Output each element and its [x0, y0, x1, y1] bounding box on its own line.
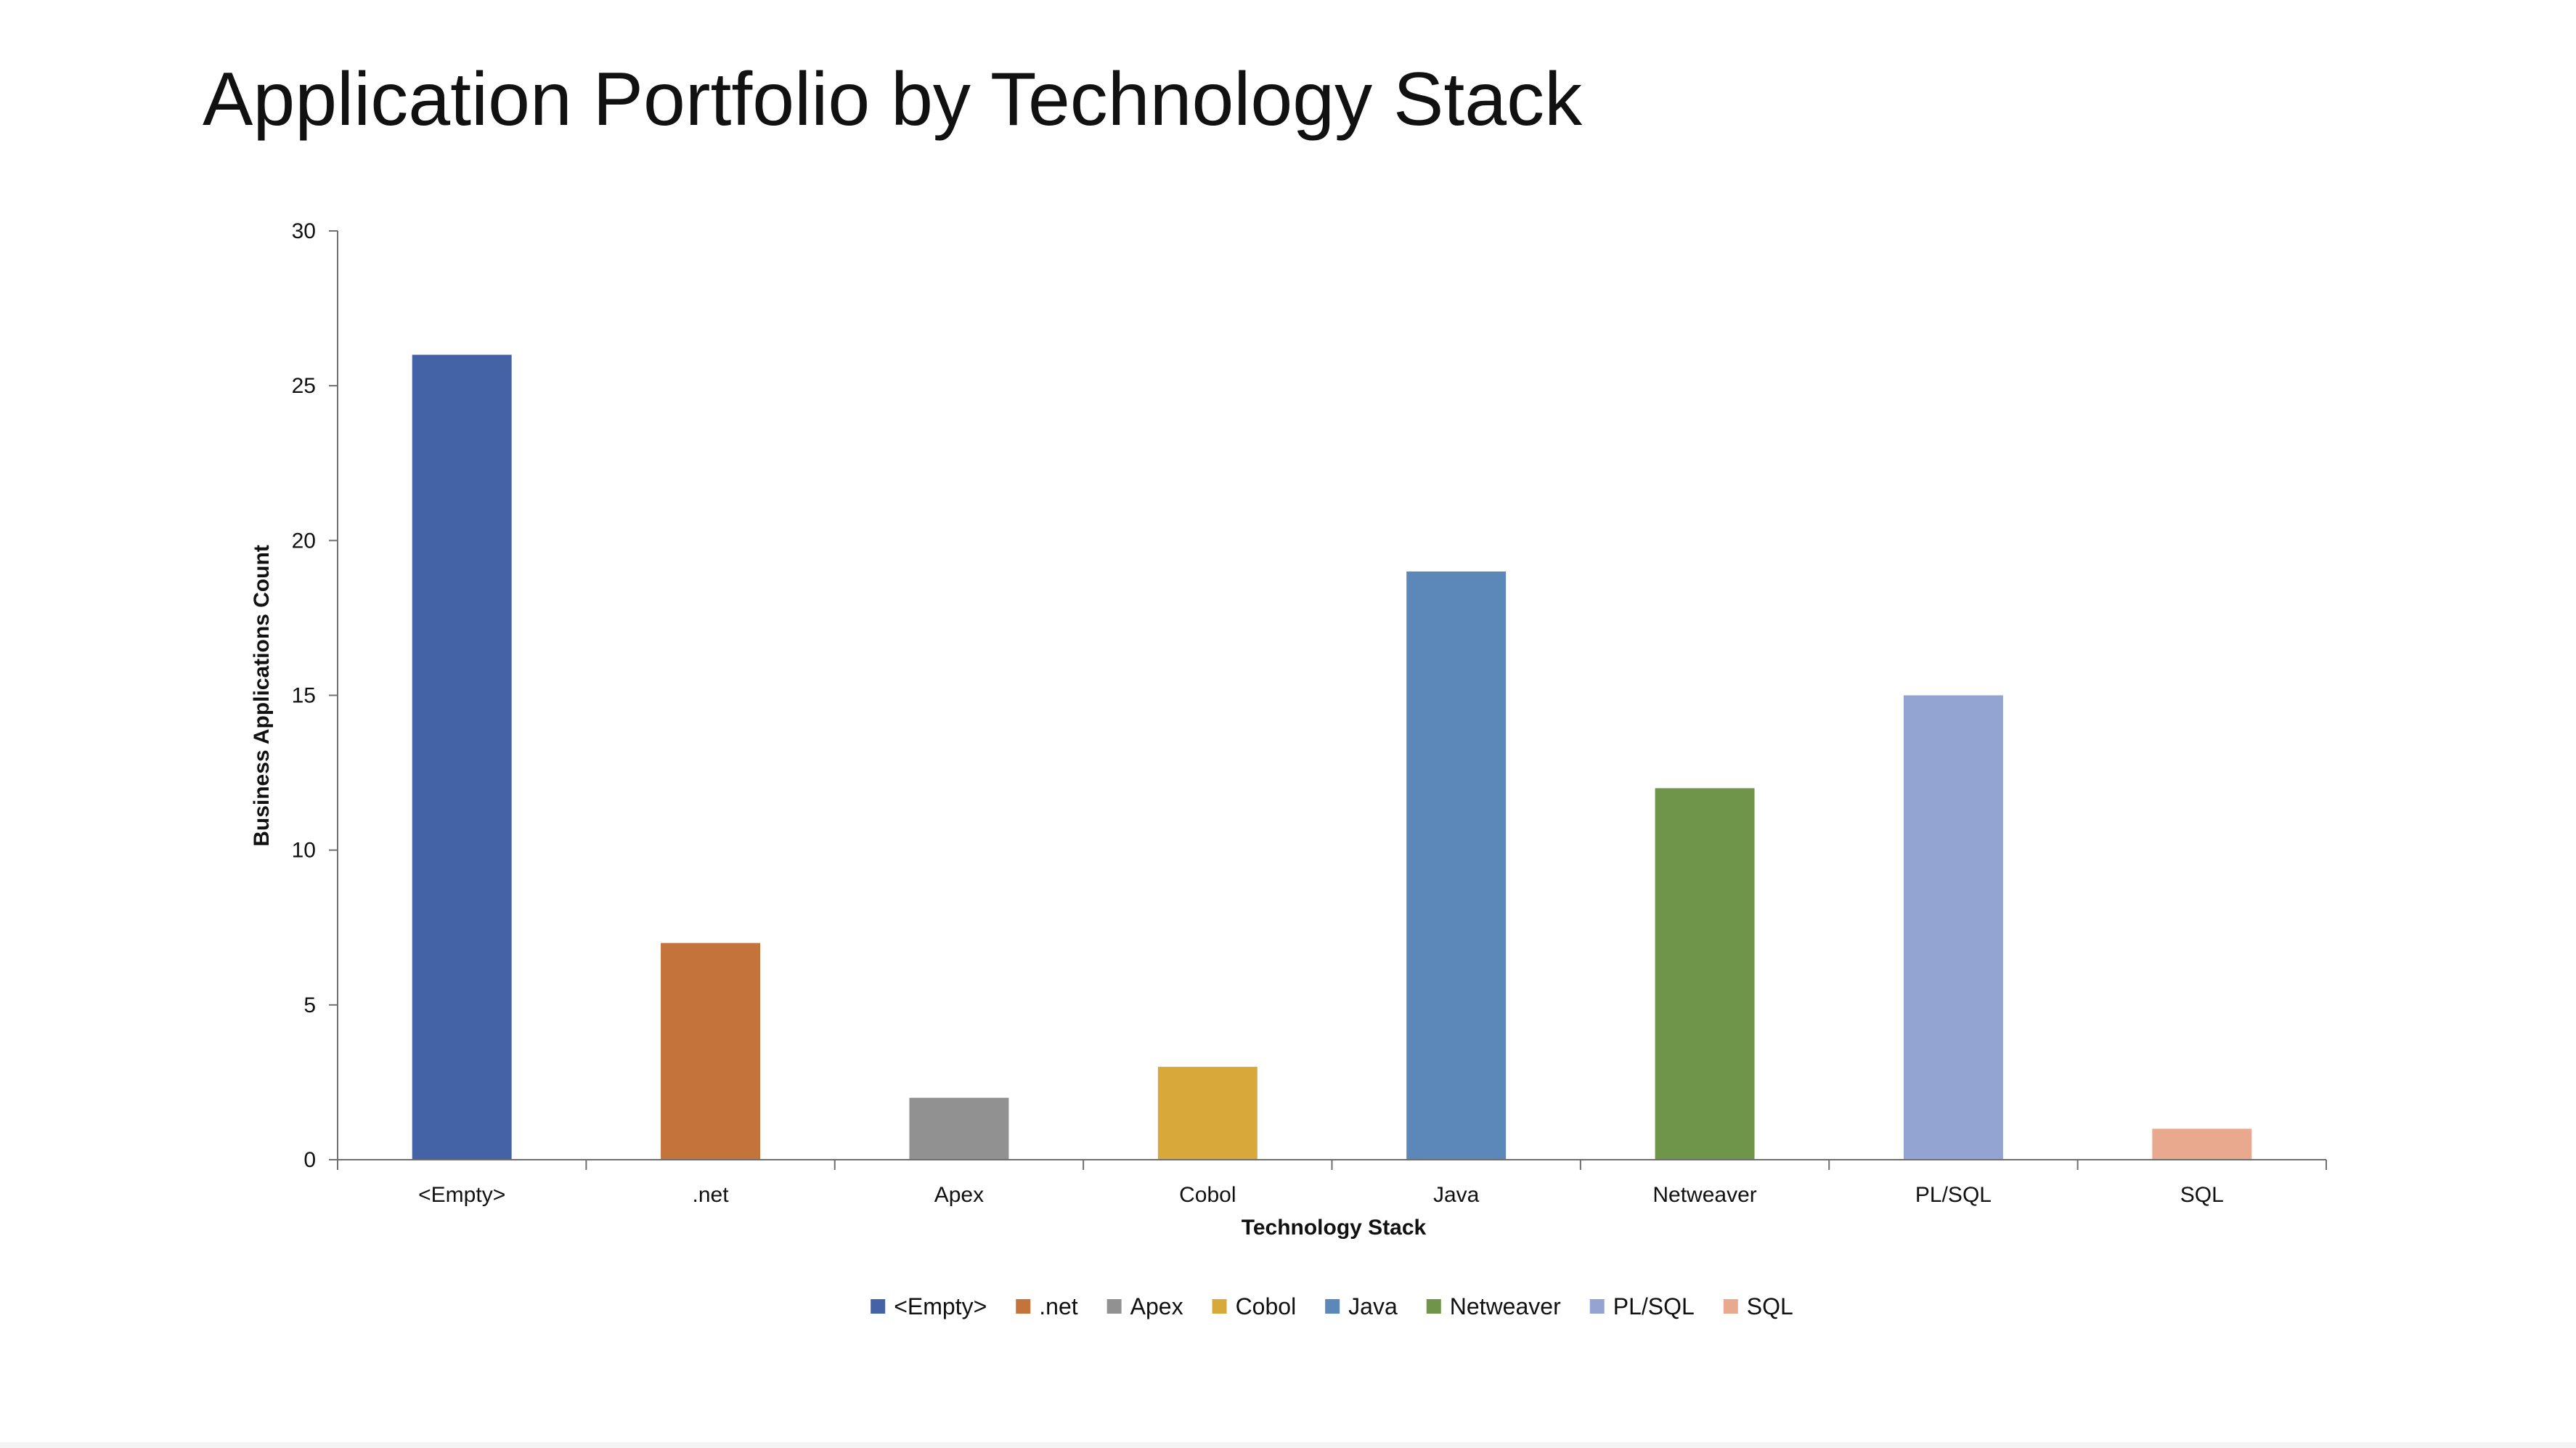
x-tick-label: Cobol: [1179, 1183, 1236, 1207]
x-tick-label: Netweaver: [1652, 1183, 1756, 1207]
y-axis-ticks: [329, 230, 338, 1160]
legend-swatch: [871, 1299, 886, 1314]
y-tick-label: 20: [292, 529, 316, 553]
legend-label: Cobol: [1236, 1293, 1297, 1319]
y-tick-label: 0: [303, 1148, 316, 1172]
legend-label: .net: [1039, 1293, 1077, 1319]
y-axis-tick-labels: 0 5 10 15 20 25 30: [292, 219, 316, 1172]
bars: [412, 354, 2252, 1160]
legend-label: SQL: [1747, 1293, 1793, 1319]
legend-label: Apex: [1130, 1293, 1183, 1319]
legend-label: PL/SQL: [1613, 1293, 1695, 1319]
bar: [909, 1097, 1009, 1160]
legend-swatch: [1325, 1299, 1340, 1314]
y-tick-label: 15: [292, 684, 316, 708]
legend-swatch: [1589, 1299, 1605, 1314]
bar: [1903, 695, 2003, 1160]
slide-title: Application Portfolio by Technology Stac…: [203, 57, 1583, 142]
bar: [1157, 1067, 1258, 1160]
bar: [412, 354, 512, 1160]
x-axis-tick-labels: <Empty> .net Apex Cobol Java Netweaver PL/SQL S…: [418, 1183, 2224, 1207]
legend-label: Netweaver: [1450, 1293, 1561, 1319]
y-axis-title: Business Applications Count: [250, 545, 274, 847]
x-tick-label: PL/SQL: [1915, 1183, 1992, 1207]
x-tick-label: SQL: [2180, 1183, 2224, 1207]
slide-bottom-border: [0, 1442, 2576, 1448]
legend-swatch: [1212, 1299, 1227, 1314]
legend-item: <Empty>: [871, 1293, 987, 1319]
x-tick-label: Apex: [934, 1183, 984, 1207]
bar: [1655, 788, 1755, 1160]
legend-item: Java: [1325, 1293, 1398, 1319]
y-tick-label: 10: [292, 839, 316, 863]
legend-label: <Empty>: [894, 1293, 987, 1319]
y-tick-label: 5: [303, 993, 316, 1017]
legend-swatch: [1723, 1299, 1738, 1314]
x-axis-title: Technology Stack: [1242, 1216, 1427, 1240]
legend-item: Netweaver: [1426, 1293, 1561, 1319]
legend-swatch: [1106, 1299, 1122, 1314]
legend-swatch: [1016, 1299, 1031, 1314]
legend-label: Java: [1348, 1293, 1398, 1319]
legend-item: SQL: [1723, 1293, 1793, 1319]
bar: [661, 943, 761, 1160]
legend-item: .net: [1016, 1293, 1078, 1319]
x-tick-label: Java: [1433, 1183, 1480, 1207]
x-tick-label: .net: [693, 1183, 730, 1207]
legend-item: Apex: [1106, 1293, 1183, 1319]
y-tick-label: 25: [292, 374, 316, 398]
legend-item: PL/SQL: [1589, 1293, 1695, 1319]
bar: [2152, 1128, 2252, 1160]
x-tick-label: <Empty>: [418, 1183, 505, 1207]
legend-swatch: [1426, 1299, 1441, 1314]
bar: [1406, 571, 1507, 1160]
legend: <Empty> .net Apex Cobol Java Netweaver PL/SQL S…: [871, 1293, 1793, 1319]
y-tick-label: 30: [292, 219, 316, 243]
legend-item: Cobol: [1212, 1293, 1297, 1319]
x-axis-ticks: [337, 1160, 2327, 1170]
